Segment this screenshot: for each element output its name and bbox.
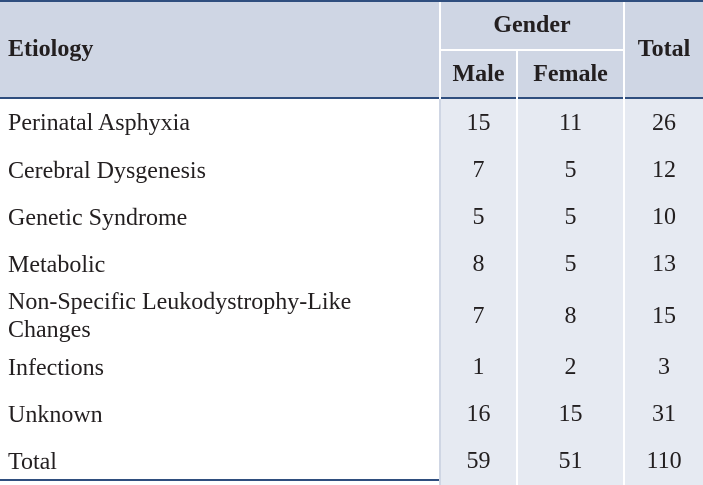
cell-etiology: Genetic Syndrome [0, 194, 441, 241]
cell-total: 12 [624, 147, 703, 194]
cell-female: 5 [517, 147, 626, 194]
cell-male: 16 [440, 391, 518, 438]
table-row: Genetic Syndrome 5 5 10 [0, 194, 703, 241]
cell-female: 2 [517, 344, 626, 391]
cell-etiology: Total [0, 438, 441, 485]
table-row: Non-Specific Leukodystrophy-Like Changes… [0, 288, 703, 344]
cell-etiology: Perinatal Asphyxia [0, 99, 441, 147]
cell-etiology: Cerebral Dysgenesis [0, 147, 441, 194]
cell-etiology: Unknown [0, 391, 441, 438]
cell-female: 5 [517, 241, 626, 288]
cell-male: 59 [440, 438, 518, 485]
cell-male: 1 [440, 344, 518, 391]
top-rule [0, 0, 703, 2]
cell-female: 51 [517, 438, 626, 485]
table-row: Infections 1 2 3 [0, 344, 703, 391]
header-etiology: Etiology [0, 2, 441, 98]
cell-male: 15 [440, 99, 518, 147]
table-row: Cerebral Dysgenesis 7 5 12 [0, 147, 703, 194]
cell-male: 7 [440, 147, 518, 194]
cell-total: 13 [624, 241, 703, 288]
cell-male: 8 [440, 241, 518, 288]
table-row-total: Total 59 51 110 [0, 438, 703, 485]
header-total: Total [624, 2, 703, 98]
cell-total: 26 [624, 99, 703, 147]
cell-female: 15 [517, 391, 626, 438]
table-row: Unknown 16 15 31 [0, 391, 703, 438]
cell-etiology: Non-Specific Leukodystrophy-Like Changes [0, 288, 441, 344]
table-header: Etiology Gender Total Male Female [0, 2, 703, 100]
cell-female: 11 [517, 99, 626, 147]
cell-total: 110 [624, 438, 703, 485]
cell-male: 5 [440, 194, 518, 241]
cell-etiology: Metabolic [0, 241, 441, 288]
table-row: Metabolic 8 5 13 [0, 241, 703, 288]
header-male: Male [440, 50, 518, 98]
header-gender: Gender [440, 2, 626, 51]
cell-female: 8 [517, 288, 626, 344]
cell-total: 3 [624, 344, 703, 391]
table-row: Perinatal Asphyxia 15 11 26 [0, 99, 703, 147]
cell-etiology: Infections [0, 344, 441, 391]
cell-total: 15 [624, 288, 703, 344]
cell-total: 31 [624, 391, 703, 438]
header-female: Female [517, 50, 626, 98]
cell-total: 10 [624, 194, 703, 241]
cell-male: 7 [440, 288, 518, 344]
cell-female: 5 [517, 194, 626, 241]
table-body: Perinatal Asphyxia 15 11 26 Cerebral Dys… [0, 99, 703, 485]
